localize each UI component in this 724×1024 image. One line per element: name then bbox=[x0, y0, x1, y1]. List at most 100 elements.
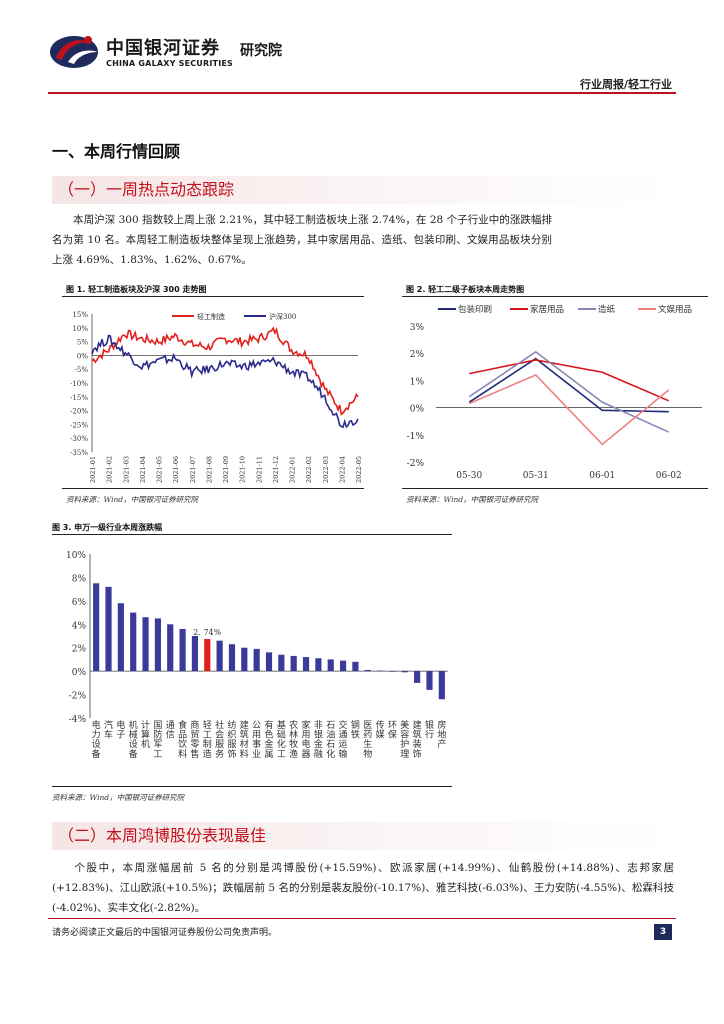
y-tick-label: -20% bbox=[70, 408, 88, 416]
bar-环保 bbox=[389, 671, 396, 672]
legend-label: 造纸 bbox=[598, 304, 616, 315]
x-tick-label: 2021-03 bbox=[122, 456, 130, 483]
figure-1-line-chart: 15%10%5%0%-5%-10%-15%-20%-25%-30%-35%202… bbox=[70, 311, 363, 483]
y-tick-label: 4% bbox=[72, 621, 87, 631]
x-category-label: 房地产 bbox=[437, 719, 446, 750]
figure-1-top-rule bbox=[62, 296, 364, 297]
x-category-label: 建筑材料 bbox=[240, 719, 249, 760]
y-tick-label: -15% bbox=[70, 394, 88, 402]
figure-1-bottom-rule bbox=[62, 488, 364, 489]
footer-disclaimer: 请务必阅读正文最后的中国银河证券股份公司免责声明。 bbox=[52, 928, 278, 938]
x-tick-label: 2022-01 bbox=[289, 456, 297, 483]
x-category-label: 社会服务 bbox=[215, 719, 224, 760]
bar-食品饮料 bbox=[179, 628, 186, 672]
x-tick-label: 05-30 bbox=[456, 471, 482, 481]
series-line-2 bbox=[468, 350, 670, 433]
x-tick-label: 2022-05 bbox=[355, 456, 363, 483]
x-category-label: 非银金融 bbox=[314, 719, 323, 760]
header-divider bbox=[48, 92, 676, 94]
x-category-label: 交通运输 bbox=[339, 719, 348, 760]
y-tick-label: 6% bbox=[72, 598, 87, 608]
bar-传媒 bbox=[377, 670, 384, 672]
bar-农林牧渔 bbox=[290, 655, 297, 672]
x-category-label: 美容护理 bbox=[400, 719, 409, 760]
x-tick-label: 2021-04 bbox=[139, 456, 147, 483]
bar-data-label: 2. 74% bbox=[193, 628, 221, 637]
paragraph-market-summary: 本周沪深 300 指数较上周上涨 2.21%，其中轻工制造板块上涨 2.74%，… bbox=[52, 210, 552, 270]
figure-3-bar-chart: 10% 8% 6% 4% 2% 0% -2% -4% 电力设备汽车电子机械设备计算机国防军工通信… bbox=[66, 551, 448, 760]
institute-name: 研究院 bbox=[240, 43, 282, 59]
x-tick-label: 06-01 bbox=[589, 471, 615, 481]
y-tick-label: -2% bbox=[407, 459, 425, 469]
bar-建筑装饰 bbox=[414, 671, 421, 683]
x-category-label: 有色金属 bbox=[264, 719, 273, 760]
x-tick-label: 2021-11 bbox=[255, 456, 263, 483]
series-line-0 bbox=[468, 357, 669, 413]
x-category-label: 钢铁 bbox=[351, 719, 360, 741]
x-category-label: 建筑装饰 bbox=[413, 719, 422, 760]
legend-label: 沪深300 bbox=[269, 312, 296, 321]
report-type: 行业周报/轻工行业 bbox=[579, 78, 672, 91]
y-tick-label: 5% bbox=[77, 339, 88, 347]
x-category-label: 石油石化 bbox=[326, 721, 335, 760]
x-category-label: 环保 bbox=[388, 720, 397, 741]
x-category-label: 轻工制造 bbox=[203, 719, 212, 760]
x-tick-label: 06-02 bbox=[656, 471, 682, 481]
figure-3-title: 图 3. 申万一级行业本周涨跌幅 bbox=[52, 523, 163, 532]
x-category-label: 农林牧渔 bbox=[289, 719, 298, 760]
x-tick-label: 2021-06 bbox=[172, 456, 180, 483]
paragraph-stock-summary: 个股中，本周涨幅居前 5 名的分别是鸿博股份(+15.59%)、欧派家居(+14… bbox=[52, 858, 674, 918]
bar-银行 bbox=[426, 671, 433, 690]
bar-医药生物 bbox=[364, 669, 371, 672]
section-title: 一、本周行情回顾 bbox=[52, 142, 181, 161]
bar-社会服务 bbox=[216, 640, 223, 672]
bar-计算机 bbox=[142, 617, 149, 672]
y-tick-label: 10% bbox=[66, 551, 86, 561]
y-tick-label: -30% bbox=[70, 435, 88, 443]
bar-家用电器 bbox=[302, 657, 310, 672]
y-tick-label: 1% bbox=[410, 377, 425, 387]
galaxy-logo-icon bbox=[50, 36, 98, 68]
bar-通信 bbox=[167, 624, 174, 672]
x-category-label: 基础化工 bbox=[277, 719, 286, 760]
x-category-label: 汽车 bbox=[104, 719, 113, 741]
x-tick-label: 2022-03 bbox=[322, 456, 330, 483]
figure-2-top-rule bbox=[402, 296, 708, 297]
x-category-label: 电子 bbox=[116, 719, 125, 741]
bar-电子 bbox=[117, 603, 124, 672]
bar-房地产 bbox=[438, 671, 445, 700]
series-line-csi300 bbox=[91, 334, 359, 429]
bar-钢铁 bbox=[352, 661, 359, 672]
bar-汽车 bbox=[105, 586, 112, 672]
x-category-label: 电力设备 bbox=[92, 719, 101, 760]
x-category-label: 家用电器 bbox=[302, 719, 311, 760]
y-tick-label: 15% bbox=[72, 311, 88, 319]
footer-divider bbox=[48, 918, 676, 919]
figure-1-source: 资料来源：Wind，中国银河证券研究院 bbox=[66, 495, 199, 504]
x-tick-label: 2022-04 bbox=[338, 456, 346, 483]
series-line-1 bbox=[469, 359, 670, 402]
bar-商贸零售 bbox=[191, 636, 199, 672]
figure-1-title: 图 1. 轻工制造板块及沪深 300 走势图 bbox=[66, 285, 207, 294]
x-tick-label: 2021-02 bbox=[106, 456, 114, 483]
bar-石油石化 bbox=[327, 659, 334, 672]
x-category-label: 食品饮料 bbox=[178, 719, 187, 760]
x-category-label: 银行 bbox=[425, 719, 434, 741]
logo-english-name: CHINA GALAXY SECURITIES bbox=[106, 59, 233, 68]
y-tick-label: 3% bbox=[410, 323, 425, 333]
y-tick-label: 0% bbox=[410, 405, 425, 415]
bar-有色金属 bbox=[265, 652, 273, 672]
bar-建筑材料 bbox=[241, 647, 248, 672]
paragraph-text: 本周沪深 300 指数较上周上涨 2.21%，其中轻工制造板块上涨 2.74%，… bbox=[52, 214, 552, 266]
x-category-label: 医药生物 bbox=[363, 720, 372, 760]
y-tick-label: -4% bbox=[69, 715, 87, 725]
legend-label: 家居用品 bbox=[530, 304, 564, 315]
bar-轻工制造 bbox=[204, 639, 211, 672]
x-tick-label: 2021-01 bbox=[89, 456, 97, 483]
series-line-light-industry bbox=[91, 326, 359, 416]
figure-2-title: 图 2. 轻工二级子板块本周走势图 bbox=[406, 285, 525, 294]
legend-label: 轻工制造 bbox=[197, 312, 225, 321]
x-tick-label: 05-31 bbox=[523, 471, 549, 481]
y-tick-label: -5% bbox=[75, 366, 89, 374]
bar-公用事业 bbox=[253, 648, 260, 672]
